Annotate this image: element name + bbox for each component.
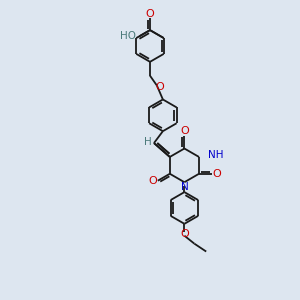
Text: O: O [155,82,164,92]
Text: O: O [180,229,189,239]
Text: H: H [144,137,152,147]
Text: HO: HO [120,31,136,41]
Text: O: O [148,176,157,186]
Text: NH: NH [208,150,224,160]
Text: O: O [146,9,154,19]
Text: O: O [180,126,189,136]
Text: O: O [212,169,221,179]
Text: N: N [181,182,188,192]
